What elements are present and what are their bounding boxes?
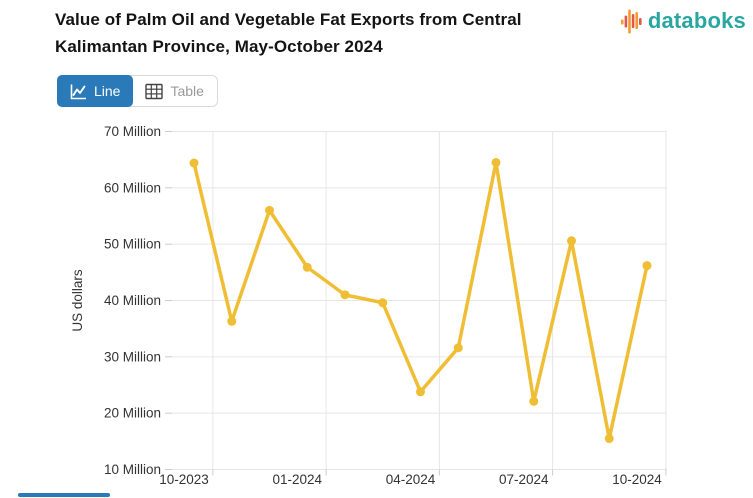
y-tick-label: 40 Million xyxy=(104,293,161,308)
x-tick-label: 07-2024 xyxy=(499,472,549,487)
data-point[interactable] xyxy=(416,387,425,397)
y-tick-label: 60 Million xyxy=(104,180,161,195)
line-chart-icon xyxy=(70,83,87,100)
data-point[interactable] xyxy=(378,298,388,308)
chart-header: Value of Palm Oil and Vegetable Fat Expo… xyxy=(55,6,615,60)
y-tick-label: 30 Million xyxy=(104,349,161,364)
x-tick-label: 10-2024 xyxy=(612,472,662,487)
data-point[interactable] xyxy=(529,396,539,406)
cropped-blue-bar xyxy=(18,493,110,497)
data-point[interactable] xyxy=(491,157,501,167)
data-point[interactable] xyxy=(265,205,274,215)
table-view-label: Table xyxy=(170,83,204,99)
page-title-line-1: Value of Palm Oil and Vegetable Fat Expo… xyxy=(55,10,522,29)
data-point[interactable] xyxy=(567,236,576,246)
line-view-button[interactable]: Line xyxy=(57,75,134,107)
x-tick-label: 04-2024 xyxy=(386,472,436,487)
y-tick-label: 70 Million xyxy=(104,124,161,139)
y-tick-label: 20 Million xyxy=(104,406,161,421)
page-title-line-2: Kalimantan Province, May-October 2024 xyxy=(55,37,383,56)
table-view-button[interactable]: Table xyxy=(132,76,216,106)
data-point[interactable] xyxy=(604,434,614,444)
data-point[interactable] xyxy=(340,290,350,300)
data-point[interactable] xyxy=(642,261,652,271)
databoks-logo-text: databoks xyxy=(647,8,746,33)
y-tick-label: 10 Million xyxy=(104,462,161,477)
x-tick-label: 01-2024 xyxy=(272,472,322,487)
data-point[interactable] xyxy=(227,316,237,326)
y-tick-label: 50 Million xyxy=(104,237,161,252)
page-title: Value of Palm Oil and Vegetable Fat Expo… xyxy=(55,6,615,60)
data-point[interactable] xyxy=(302,262,312,272)
data-point[interactable] xyxy=(453,343,463,353)
databoks-logo[interactable]: databoks xyxy=(620,7,746,35)
line-view-label: Line xyxy=(94,83,121,99)
data-point[interactable] xyxy=(189,158,199,168)
databoks-bars-icon xyxy=(620,7,645,35)
x-tick-label: 10-2023 xyxy=(159,472,209,487)
y-axis-title: US dollars xyxy=(70,269,85,332)
table-grid-icon xyxy=(145,83,164,100)
view-toggle-group: Line Table xyxy=(57,75,218,107)
